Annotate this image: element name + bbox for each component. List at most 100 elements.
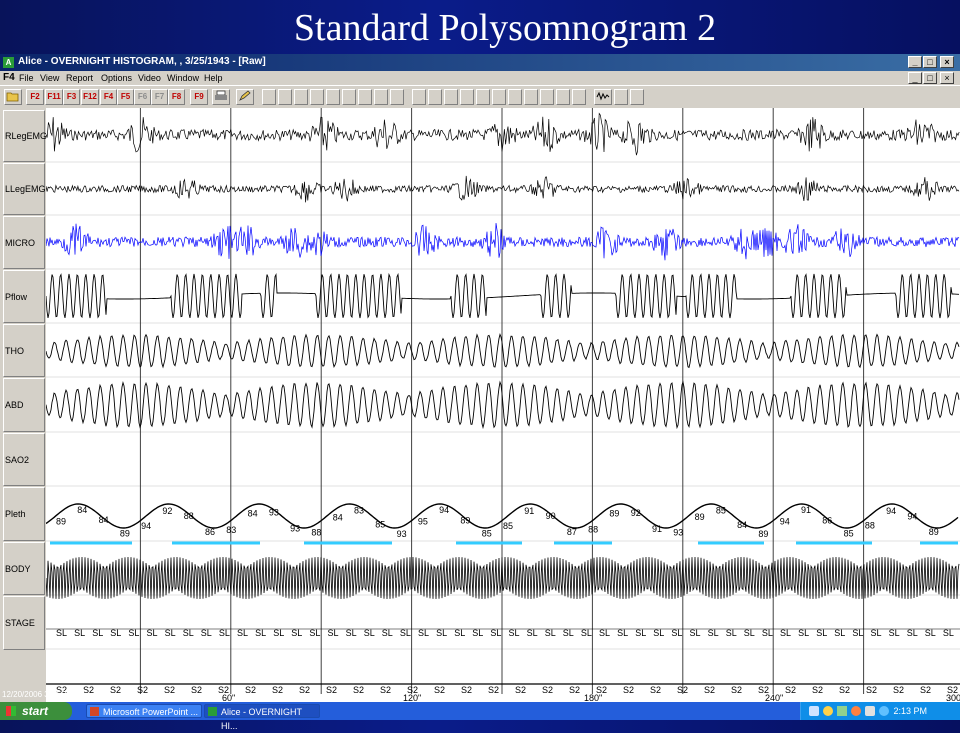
child-minimize-button[interactable]: _: [908, 72, 922, 84]
f3-button[interactable]: F3: [63, 89, 80, 105]
body-position-label: SL: [364, 628, 375, 638]
sao2-value-label: 94: [780, 516, 790, 526]
menu-options[interactable]: Options: [101, 73, 133, 83]
body-position-label: SL: [56, 628, 67, 638]
taskbar-item-label: Alice - OVERNIGHT HI...: [221, 707, 302, 731]
clock: 2:13 PM: [893, 706, 927, 716]
sleep-stage-label: S2: [542, 685, 553, 695]
slide-title: Standard Polysomnogram 2: [293, 7, 717, 49]
close-button[interactable]: ×: [940, 56, 954, 68]
f7-button[interactable]: F7: [151, 89, 168, 105]
sao2-value-label: 93: [269, 508, 279, 518]
sao2-value-label: 88: [865, 521, 875, 531]
child-close-button[interactable]: ×: [940, 72, 954, 84]
body-position-label: SL: [708, 628, 719, 638]
menu-file[interactable]: File: [19, 73, 34, 83]
sleep-stage-label: S2: [893, 685, 904, 695]
montage-button[interactable]: [572, 89, 586, 105]
sao2-value-label: 85: [375, 520, 385, 530]
menu-window[interactable]: Window: [167, 73, 200, 83]
f5-button[interactable]: F5: [117, 89, 134, 105]
montage-button[interactable]: [460, 89, 474, 105]
minimize-button[interactable]: _: [908, 56, 922, 68]
body-position-label: SL: [147, 628, 158, 638]
montage-button[interactable]: [390, 89, 404, 105]
sao2-value-label: 94: [141, 521, 151, 531]
sleep-stage-label: S2: [650, 685, 661, 695]
f2-button[interactable]: F2: [26, 89, 44, 105]
sleep-stage-label: S2: [353, 685, 364, 695]
tray-messenger-icon[interactable]: [879, 706, 889, 716]
channel-label-abd: ABD: [3, 378, 45, 432]
body-position-label: SL: [128, 628, 139, 638]
menu-report[interactable]: Report: [66, 73, 94, 83]
window-titlebar[interactable]: A Alice - OVERNIGHT HISTOGRAM, , 3/25/19…: [0, 54, 960, 71]
body-position-label: SL: [816, 628, 827, 638]
menu-video[interactable]: Video: [138, 73, 161, 83]
montage-button[interactable]: [342, 89, 356, 105]
montage-button[interactable]: [294, 89, 308, 105]
tray-battery-icon[interactable]: [837, 706, 847, 716]
tray-update-icon[interactable]: [851, 706, 861, 716]
tho-trace: [46, 333, 960, 369]
tray-network-icon[interactable]: [809, 706, 819, 716]
sao2-value-label: 83: [354, 506, 364, 516]
montage-button[interactable]: [412, 89, 426, 105]
f12-button[interactable]: F12: [81, 89, 99, 105]
open-folder-icon[interactable]: [4, 89, 22, 105]
sleep-stage-label: S2: [515, 685, 526, 695]
f4-button[interactable]: F4: [100, 89, 117, 105]
montage-button[interactable]: [262, 89, 276, 105]
body-position-label: SL: [599, 628, 610, 638]
print-icon[interactable]: [212, 89, 230, 105]
montage-button[interactable]: [310, 89, 324, 105]
waveform-icon[interactable]: [594, 89, 612, 105]
body-position-label: SL: [400, 628, 411, 638]
polysomnogram-chart: RLegEMG LLegEMG MICRO Pflow THO ABD SAO2…: [0, 108, 960, 702]
montage-button[interactable]: [374, 89, 388, 105]
child-restore-button[interactable]: □: [923, 72, 937, 84]
montage-button[interactable]: [524, 89, 538, 105]
sleep-stage-label: S2: [488, 685, 499, 695]
body-position-label: SL: [346, 628, 357, 638]
menu-help[interactable]: Help: [204, 73, 223, 83]
f8-button[interactable]: F8: [168, 89, 185, 105]
sleep-stage-label: S2: [56, 685, 67, 695]
montage-button[interactable]: [444, 89, 458, 105]
tool-button-a[interactable]: [614, 89, 628, 105]
tool-button-b[interactable]: [630, 89, 644, 105]
menu-view[interactable]: View: [40, 73, 60, 83]
f6-button[interactable]: F6: [134, 89, 151, 105]
tray-volume-icon[interactable]: [865, 706, 875, 716]
f11-button[interactable]: F11: [45, 89, 63, 105]
montage-button[interactable]: [540, 89, 554, 105]
montage-button[interactable]: [326, 89, 340, 105]
tray-security-icon[interactable]: [823, 706, 833, 716]
montage-button[interactable]: [278, 89, 292, 105]
montage-button[interactable]: [428, 89, 442, 105]
sleep-stage-label: S2: [461, 685, 472, 695]
maximize-button[interactable]: □: [923, 56, 937, 68]
time-tick-label: 180": [584, 693, 602, 702]
f9-button[interactable]: F9: [190, 89, 208, 105]
body-position-label: SL: [834, 628, 845, 638]
taskbar-item-alice[interactable]: Alice - OVERNIGHT HI...: [204, 704, 320, 731]
channel-label-stage: STAGE: [3, 596, 45, 650]
start-button[interactable]: start: [0, 702, 72, 720]
sao2-trace: [46, 503, 959, 529]
sao2-value-label: 84: [737, 520, 747, 530]
montage-button[interactable]: [358, 89, 372, 105]
body-position-label: SL: [563, 628, 574, 638]
sleep-stage-label: S2: [380, 685, 391, 695]
sleep-stage-label: S2: [569, 685, 580, 695]
montage-button[interactable]: [556, 89, 570, 105]
taskbar-item-powerpoint[interactable]: Microsoft PowerPoint ...: [86, 704, 202, 718]
montage-button[interactable]: [492, 89, 506, 105]
sao2-value-label: 89: [929, 527, 939, 537]
sleep-stage-label: S2: [677, 685, 688, 695]
montage-button[interactable]: [508, 89, 522, 105]
montage-button[interactable]: [476, 89, 490, 105]
body-position-label: SL: [671, 628, 682, 638]
channel-label-tho: THO: [3, 324, 45, 377]
pencil-icon[interactable]: [236, 89, 254, 105]
